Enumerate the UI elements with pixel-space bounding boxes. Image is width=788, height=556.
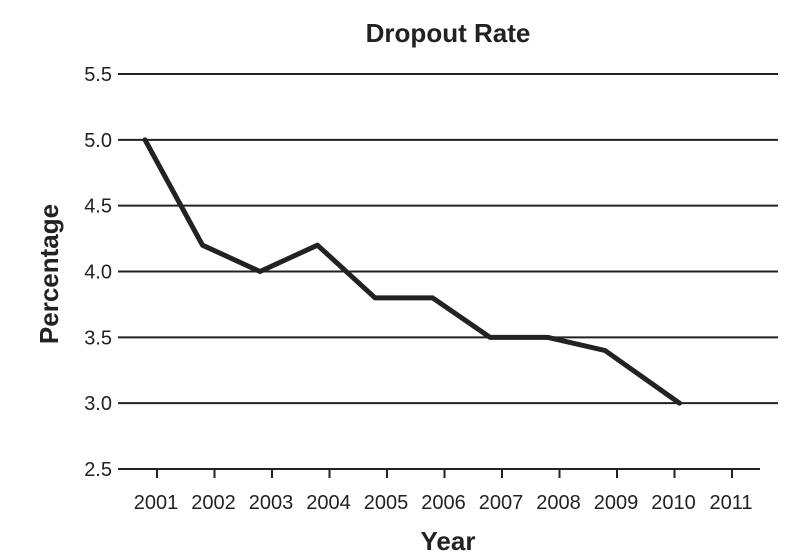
y-tick-label: 5.0 — [84, 130, 112, 152]
series-line — [142, 137, 682, 406]
x-tick-label: 2004 — [306, 492, 351, 514]
y-axis-ticks: 2.5 3.0 3.5 4.0 4.5 5.0 5.5 — [84, 64, 112, 481]
y-tick-label: 5.5 — [84, 64, 112, 86]
x-tick-label: 2011 — [709, 492, 752, 514]
x-tick-label: 2005 — [364, 492, 409, 514]
y-tick-label: 3.5 — [84, 327, 112, 349]
gridlines — [118, 73, 778, 470]
x-tick-label: 2008 — [536, 492, 581, 514]
y-tick-label: 4.5 — [84, 196, 112, 218]
x-tick-label: 2002 — [191, 492, 236, 514]
x-axis-label: Year — [421, 526, 476, 556]
data-series — [142, 137, 682, 406]
y-tick-label: 3.0 — [84, 393, 112, 415]
x-tick-label: 2003 — [249, 492, 294, 514]
y-tick-label: 4.0 — [84, 262, 112, 284]
x-tick-label: 2007 — [479, 492, 524, 514]
x-axis-ticks: 2001 2002 2003 2004 2005 2006 2007 2008 2009 2010… — [134, 469, 753, 514]
x-tick-label: 2009 — [594, 492, 639, 514]
x-tick-label: 2006 — [421, 492, 466, 514]
y-tick-label: 2.5 — [84, 459, 112, 481]
y-axis-label: Percentage — [34, 204, 64, 344]
x-tick-label: 2001 — [134, 492, 179, 514]
chart-title: Dropout Rate — [366, 18, 531, 48]
x-tick-label: 2010 — [651, 492, 696, 514]
